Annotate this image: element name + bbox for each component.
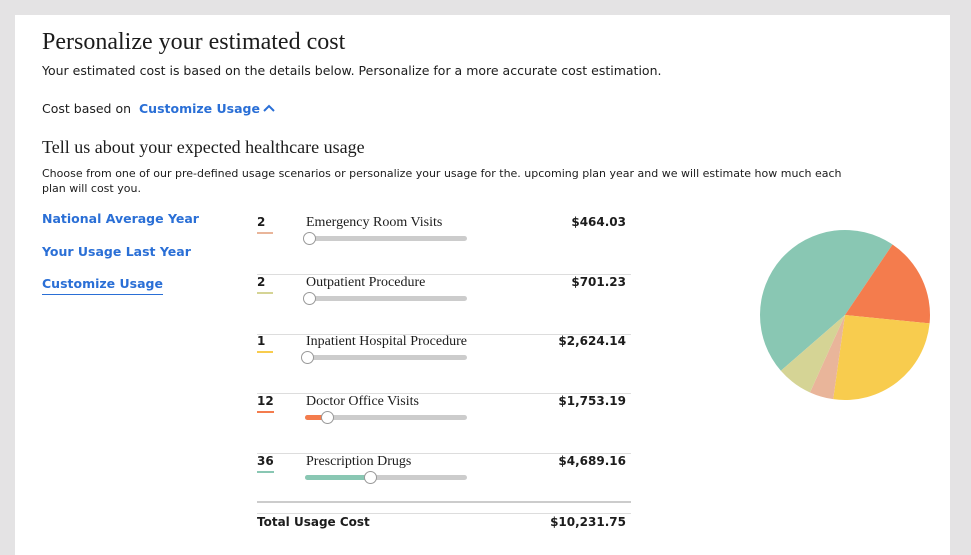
usage-name: Prescription Drugs xyxy=(306,453,412,469)
card: Personalize your estimated cost Your est… xyxy=(15,15,950,555)
usage-count: 36 xyxy=(257,454,274,473)
usage-name: Inpatient Hospital Procedure xyxy=(306,334,467,350)
usage-count: 2 xyxy=(257,215,273,234)
slider-thumb[interactable] xyxy=(320,411,334,425)
section-title: Tell us about your expected healthcare u… xyxy=(42,137,365,157)
subtitle: Your estimated cost is based on the deta… xyxy=(42,63,662,78)
usage-count: 2 xyxy=(257,275,273,294)
pie-slice xyxy=(809,315,845,400)
usage-row: 2 Outpatient Procedure $701.23 xyxy=(257,275,631,335)
chevron-up[interactable] xyxy=(262,101,276,115)
usage-cost: $1,753.19 xyxy=(558,394,626,409)
slider-fill xyxy=(305,474,370,480)
section-description: Choose from one of our pre-defined usage… xyxy=(42,167,842,195)
usage-row: 12 Doctor Office Visits $1,753.19 xyxy=(257,394,631,455)
usage-name: Doctor Office Visits xyxy=(306,394,419,410)
usage-cost: $464.03 xyxy=(571,215,626,229)
cost-mode-toggle[interactable]: Customize Usage xyxy=(139,101,260,116)
usage-slider[interactable] xyxy=(302,232,467,245)
usage-name: Emergency Room Visits xyxy=(306,215,443,230)
total-row: Total Usage Cost $10,231.75 xyxy=(257,501,631,529)
usage-cost: $2,624.14 xyxy=(558,334,626,349)
slider-thumb[interactable] xyxy=(363,470,377,484)
slider-thumb[interactable] xyxy=(300,351,314,365)
usage-slider[interactable] xyxy=(305,470,467,484)
slider-thumb[interactable] xyxy=(302,232,316,245)
usage-row: 1 Inpatient Hospital Procedure $2,624.14 xyxy=(257,334,631,395)
usage-cost: $701.23 xyxy=(571,274,626,289)
slider-fill xyxy=(305,415,327,421)
cost-based-label: Cost based on xyxy=(42,101,132,116)
usage-slider[interactable] xyxy=(305,411,467,425)
slider-thumb[interactable] xyxy=(302,291,316,305)
cost-pie xyxy=(760,229,930,400)
usage-name: Outpatient Procedure xyxy=(306,274,426,290)
usage-row: 2 Emergency Room Visits $464.03 xyxy=(257,215,631,275)
usage-cost: $4,689.16 xyxy=(558,453,626,468)
nav-link[interactable]: Your Usage Last Year xyxy=(42,243,191,259)
title: Personalize your estimated cost xyxy=(42,29,346,55)
usage-count: 1 xyxy=(257,334,273,354)
nav-link[interactable]: National Average Year xyxy=(42,211,199,226)
usage-count: 12 xyxy=(257,394,274,414)
pie-slice xyxy=(833,315,930,400)
pie-slice xyxy=(760,229,893,371)
total-label: Total Usage Cost xyxy=(257,515,370,529)
pie-slice xyxy=(780,315,845,393)
pie-slice xyxy=(845,244,930,324)
usage-slider[interactable] xyxy=(300,351,467,365)
total-value: $10,231.75 xyxy=(550,515,626,529)
usage-row: 36 Prescription Drugs $4,689.16 xyxy=(257,454,631,514)
nav-link[interactable]: Customize Usage xyxy=(42,276,163,295)
usage-slider[interactable] xyxy=(302,291,467,305)
